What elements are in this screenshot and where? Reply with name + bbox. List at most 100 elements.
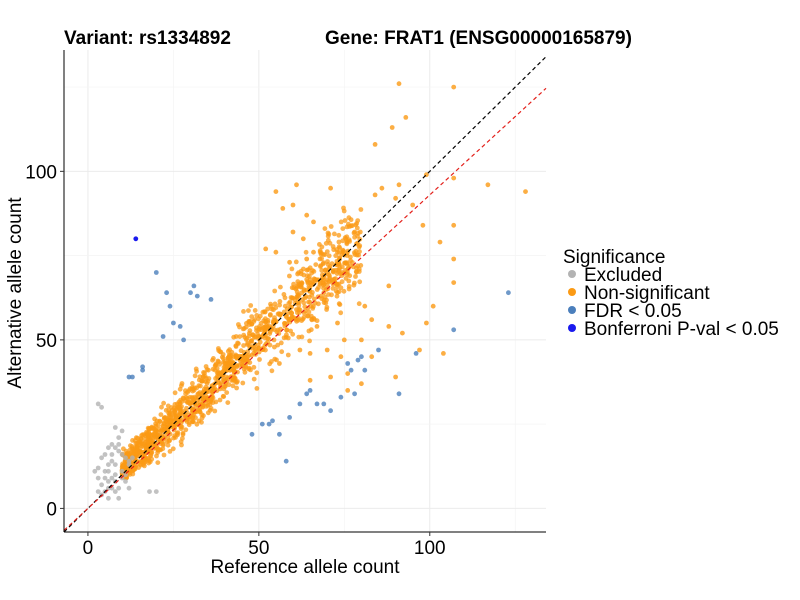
data-point-non-significant: [326, 272, 332, 277]
data-point-excluded: [109, 452, 115, 457]
data-point-non-significant: [145, 425, 151, 431]
data-point-non-significant: [309, 292, 315, 298]
data-point-non-significant: [369, 354, 375, 360]
data-point-non-significant: [304, 256, 310, 262]
data-point-non-significant: [314, 287, 320, 292]
data-point-non-significant: [154, 418, 160, 424]
data-point-non-significant: [369, 317, 375, 323]
data-point-excluded: [116, 485, 122, 491]
data-point-non-significant: [324, 307, 329, 312]
data-point-non-significant: [330, 286, 336, 291]
data-point-non-significant: [334, 271, 340, 276]
data-point-non-significant: [379, 185, 385, 191]
data-point-non-significant: [232, 375, 237, 381]
data-point-non-significant: [346, 221, 351, 227]
data-point-non-significant: [289, 310, 295, 316]
data-point-non-significant: [295, 271, 300, 277]
data-point-non-significant: [359, 381, 364, 387]
data-point-non-significant: [233, 344, 239, 349]
data-point-non-significant: [341, 288, 347, 294]
data-point-non-significant: [309, 317, 315, 323]
data-point-non-significant: [243, 337, 249, 342]
data-point-non-significant: [133, 435, 139, 441]
data-point-non-significant: [386, 324, 392, 329]
data-point-excluded: [106, 462, 111, 467]
data-point-non-significant: [296, 334, 302, 340]
data-point-fdr-0-05: [314, 401, 320, 407]
data-point-fdr-0-05: [188, 290, 193, 296]
data-point-non-significant: [230, 359, 236, 365]
data-point-non-significant: [151, 435, 157, 441]
data-point-excluded: [102, 452, 108, 457]
data-point-non-significant: [272, 301, 278, 307]
data-point-excluded: [153, 489, 159, 494]
data-point-fdr-0-05: [194, 293, 200, 299]
data-point-non-significant: [284, 327, 290, 333]
data-point-non-significant: [200, 401, 205, 407]
data-point-non-significant: [204, 367, 210, 372]
data-point-non-significant: [389, 125, 395, 130]
data-point-non-significant: [352, 229, 357, 235]
reference-line-fit: [63, 87, 547, 531]
data-point-non-significant: [240, 358, 246, 364]
data-point-non-significant: [451, 84, 457, 90]
data-point-non-significant: [289, 266, 295, 272]
data-point-non-significant: [240, 380, 246, 386]
data-point-excluded: [106, 479, 111, 484]
data-point-non-significant: [285, 352, 291, 358]
data-point-excluded: [123, 479, 128, 484]
data-point-non-significant: [306, 328, 312, 334]
data-point-non-significant: [314, 324, 320, 329]
data-point-non-significant: [424, 320, 429, 326]
data-point-non-significant: [357, 279, 363, 285]
data-point-non-significant: [325, 259, 330, 264]
data-point-non-significant: [245, 342, 250, 347]
data-point-non-significant: [322, 267, 328, 273]
data-point-excluded: [112, 489, 118, 494]
data-point-non-significant: [224, 364, 230, 370]
data-point-non-significant: [307, 299, 313, 305]
data-point-non-significant: [353, 274, 358, 279]
data-point-non-significant: [155, 460, 161, 465]
legend: Significance ExcludedNon-significantFDR …: [563, 247, 779, 340]
data-point-non-significant: [224, 390, 230, 395]
data-point-fdr-0-05: [376, 347, 381, 353]
x-axis-label: Reference allele count: [210, 557, 400, 578]
data-point-non-significant: [302, 304, 308, 310]
data-point-non-significant: [311, 296, 317, 302]
data-point-non-significant: [147, 436, 153, 442]
data-point-non-significant: [356, 301, 362, 307]
data-point-non-significant: [523, 189, 528, 195]
points-layer: [92, 81, 528, 501]
data-point-fdr-0-05: [345, 361, 351, 366]
data-point-non-significant: [344, 261, 350, 267]
data-point-non-significant: [267, 331, 273, 336]
data-point-excluded: [112, 445, 118, 451]
data-point-non-significant: [137, 459, 143, 464]
data-point-non-significant: [293, 259, 299, 265]
data-point-non-significant: [290, 202, 296, 208]
data-point-non-significant: [335, 290, 340, 295]
data-point-non-significant: [354, 225, 360, 231]
data-point-non-significant: [335, 320, 340, 326]
data-point-non-significant: [301, 300, 307, 306]
data-point-non-significant: [273, 189, 279, 195]
data-point-non-significant: [246, 308, 251, 313]
data-point-non-significant: [451, 280, 457, 285]
y-axis-label: Alternative allele count: [5, 197, 26, 389]
data-point-non-significant: [319, 256, 324, 261]
data-point-non-significant: [245, 357, 251, 363]
data-point-fdr-0-05: [164, 290, 170, 296]
data-point-non-significant: [290, 295, 296, 301]
data-point-non-significant: [287, 273, 292, 279]
data-point-non-significant: [338, 219, 344, 225]
data-point-non-significant: [142, 455, 148, 460]
data-point-non-significant: [313, 262, 319, 267]
data-point-non-significant: [330, 244, 336, 249]
data-point-non-significant: [165, 442, 171, 448]
data-point-non-significant: [328, 224, 334, 229]
data-point-non-significant: [151, 446, 157, 451]
legend-key-non-significant: [568, 288, 576, 296]
data-point-excluded: [109, 475, 115, 481]
data-point-fdr-0-05: [208, 297, 214, 302]
